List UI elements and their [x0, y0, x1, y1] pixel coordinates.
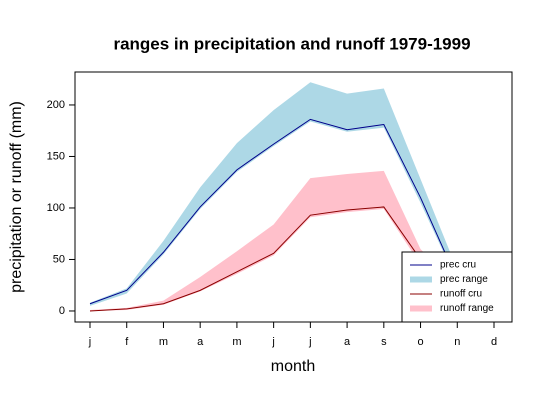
legend-label: prec range: [440, 274, 488, 285]
y-tick-label: 100: [47, 202, 65, 214]
range-band: [90, 82, 494, 306]
x-tick-label: j: [88, 336, 91, 348]
legend-label: runoff cru: [440, 289, 482, 300]
x-tick-label: n: [454, 336, 460, 348]
chart-title: ranges in precipitation and runoff 1979-…: [113, 34, 470, 53]
x-tick-label: a: [344, 336, 351, 348]
y-axis-label: precipitation or runoff (mm): [8, 101, 25, 293]
x-tick-label: m: [159, 336, 168, 348]
y-tick-label: 0: [59, 305, 65, 317]
x-tick-label: s: [381, 336, 387, 348]
x-tick-label: f: [125, 336, 129, 348]
y-tick-label: 50: [53, 253, 65, 265]
x-tick-label: o: [417, 336, 423, 348]
range-band: [90, 170, 494, 311]
x-tick-label: d: [491, 336, 497, 348]
legend-label: prec cru: [440, 260, 476, 271]
line: [89, 118, 495, 305]
x-axis-label: month: [271, 358, 315, 375]
legend-label: runoff range: [440, 303, 494, 314]
x-tick-label: m: [232, 336, 241, 348]
y-tick-label: 150: [47, 150, 65, 162]
x-tick-label: j: [271, 336, 274, 348]
x-tick-label: j: [308, 336, 311, 348]
x-tick-label: a: [197, 336, 204, 348]
y-tick-label: 200: [47, 99, 65, 111]
